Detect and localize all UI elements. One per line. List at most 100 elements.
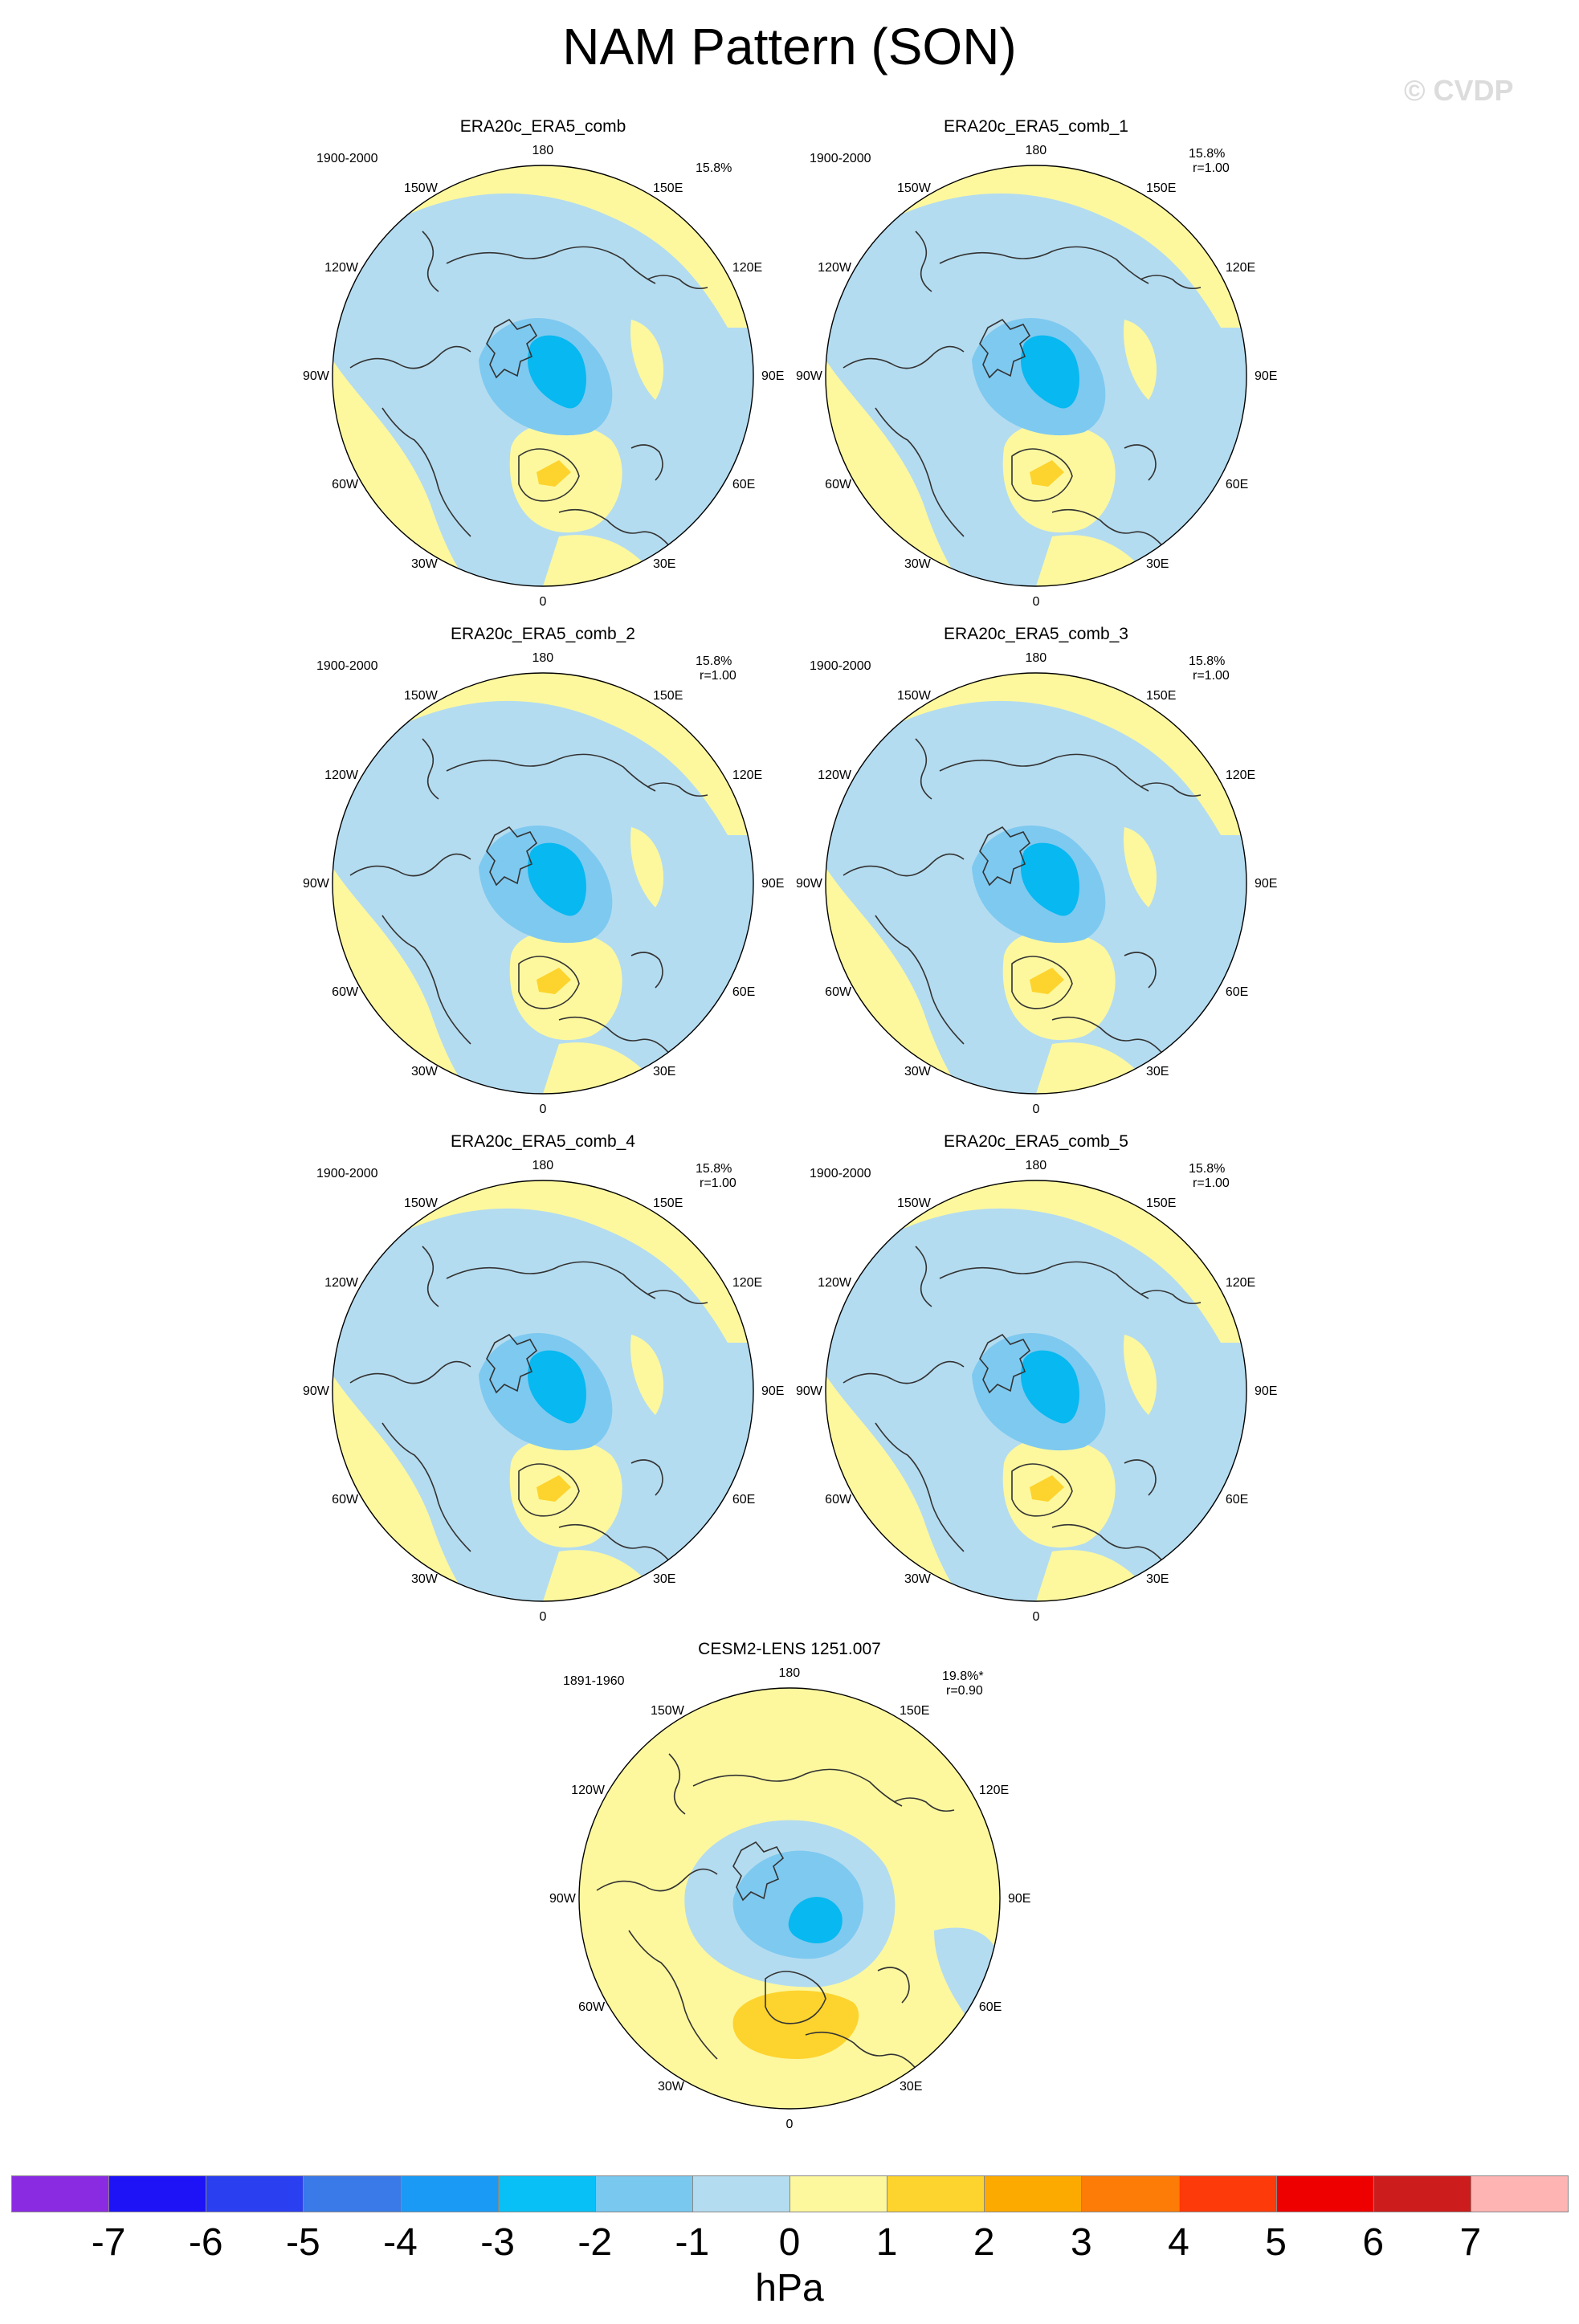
colorbar-box bbox=[692, 2175, 790, 2212]
longitude-label: 60E bbox=[978, 2000, 1002, 2014]
panel-correlation: r=1.00 bbox=[1193, 1176, 1230, 1190]
panel-title: ERA20c_ERA5_comb_5 bbox=[944, 1132, 1128, 1151]
longitude-label: 60E bbox=[1225, 478, 1249, 491]
longitude-label: 0 bbox=[1032, 595, 1040, 609]
map-panel: 180 150E 120E 90E 60E 30E 0 30W 60W 90W 120W 150W ER… bbox=[787, 625, 1285, 1140]
colorbar-box bbox=[400, 2175, 499, 2212]
longitude-label: 150E bbox=[653, 1197, 683, 1211]
longitude-label: 30W bbox=[411, 1572, 438, 1586]
map-panel: 180 150E 120E 90E 60E 30E 0 30W 60W 90W 120W 150W ER… bbox=[787, 1132, 1285, 1648]
panel-correlation: r=1.00 bbox=[700, 1176, 736, 1190]
longitude-label: 90E bbox=[761, 369, 785, 383]
longitude-label: 90W bbox=[796, 369, 822, 383]
colorbar-box bbox=[206, 2175, 304, 2212]
colorbar-tick-label: 6 bbox=[1362, 2221, 1385, 2264]
longitude-label: 120W bbox=[571, 1784, 605, 1797]
longitude-label: 30E bbox=[653, 1064, 676, 1078]
colorbar-tick-label: -7 bbox=[91, 2221, 126, 2264]
panel-period: 1900-2000 bbox=[316, 1167, 378, 1180]
longitude-label: 120W bbox=[324, 769, 358, 782]
colorbar-tick-label: -3 bbox=[480, 2221, 515, 2264]
colorbar-tick-label: 1 bbox=[875, 2221, 898, 2264]
colorbar-box bbox=[790, 2175, 888, 2212]
colorbar-tick-label: 3 bbox=[1071, 2221, 1092, 2264]
longitude-label: 30E bbox=[900, 2079, 923, 2094]
longitude-label: 0 bbox=[539, 1103, 547, 1116]
colorbar-tick-label: -6 bbox=[188, 2221, 223, 2264]
longitude-label: 30E bbox=[1146, 1572, 1169, 1586]
map-panel: 180 150E 120E 90E 60E 30E 0 30W 60W 90W 120W 150W ER… bbox=[294, 117, 792, 633]
longitude-label: 150E bbox=[1146, 1197, 1177, 1211]
polar-map bbox=[825, 1180, 1247, 1602]
map-panel: 180 150E 120E 90E 60E 30E 0 30W 60W 90W 120W 150W ER… bbox=[787, 117, 1285, 633]
longitude-label: 90W bbox=[303, 1384, 329, 1398]
colorbar-tick-label: 0 bbox=[778, 2221, 801, 2264]
colorbar-box bbox=[303, 2175, 402, 2212]
longitude-label: 60W bbox=[332, 985, 359, 999]
panel-variance: 15.8% bbox=[1189, 654, 1226, 668]
longitude-label: 120E bbox=[1225, 1276, 1256, 1290]
longitude-label: 30W bbox=[658, 2079, 684, 2094]
longitude-label: 90W bbox=[303, 877, 329, 891]
longitude-label: 180 bbox=[532, 1159, 554, 1172]
longitude-label: 150E bbox=[1146, 689, 1177, 703]
colorbar-units: hPa bbox=[755, 2267, 824, 2310]
longitude-label: 90W bbox=[303, 369, 329, 383]
panel-variance: 15.8% bbox=[696, 161, 732, 175]
longitude-label: 120W bbox=[324, 1276, 358, 1290]
panel-period: 1900-2000 bbox=[316, 659, 378, 673]
panel-title: ERA20c_ERA5_comb_3 bbox=[944, 625, 1128, 643]
longitude-label: 150E bbox=[653, 181, 683, 196]
longitude-label: 180 bbox=[1025, 651, 1047, 665]
copyright-watermark: © CVDP bbox=[1404, 74, 1514, 107]
longitude-label: 0 bbox=[785, 2118, 794, 2131]
longitude-label: 150W bbox=[404, 181, 438, 196]
longitude-label: 150W bbox=[897, 1197, 931, 1211]
longitude-label: 60W bbox=[332, 1493, 359, 1507]
map-panel: 180 150E 120E 90E 60E 30E 0 30W 60W 90W 120W 150W CE… bbox=[541, 1640, 1038, 2155]
longitude-label: 150W bbox=[404, 1197, 438, 1211]
colorbar-box bbox=[497, 2175, 596, 2212]
colorbar-tick-label: -2 bbox=[577, 2221, 613, 2264]
longitude-label: 90W bbox=[796, 1384, 822, 1398]
polar-map bbox=[332, 672, 754, 1095]
longitude-label: 180 bbox=[532, 144, 554, 157]
panel-variance: 15.8% bbox=[1189, 1162, 1226, 1176]
longitude-label: 180 bbox=[778, 1666, 801, 1680]
longitude-label: 120W bbox=[818, 1276, 851, 1290]
colorbar-box bbox=[1081, 2175, 1180, 2212]
longitude-label: 180 bbox=[1025, 1159, 1047, 1172]
longitude-label: 60E bbox=[1225, 1493, 1249, 1507]
longitude-label: 0 bbox=[539, 595, 547, 609]
longitude-label: 90E bbox=[1008, 1892, 1031, 1906]
panel-period: 1891-1960 bbox=[563, 1674, 625, 1688]
polar-map bbox=[578, 1687, 1001, 2110]
longitude-label: 90E bbox=[761, 1384, 785, 1398]
colorbar-tick-label: 5 bbox=[1265, 2221, 1287, 2264]
polar-map bbox=[825, 672, 1247, 1095]
map-panel: 180 150E 120E 90E 60E 30E 0 30W 60W 90W 120W 150W ER… bbox=[294, 625, 792, 1140]
longitude-label: 30W bbox=[904, 1064, 931, 1078]
figure-title: NAM Pattern (SON) bbox=[562, 18, 1017, 75]
longitude-label: 0 bbox=[539, 1610, 547, 1624]
longitude-label: 150E bbox=[900, 1704, 930, 1719]
longitude-label: 0 bbox=[1032, 1610, 1040, 1624]
panel-variance: 19.8%* bbox=[942, 1670, 984, 1683]
longitude-label: 150W bbox=[897, 181, 931, 196]
longitude-label: 120E bbox=[978, 1784, 1010, 1797]
longitude-label: 30E bbox=[1146, 557, 1169, 571]
colorbar-box bbox=[887, 2175, 985, 2212]
longitude-label: 150W bbox=[404, 689, 438, 703]
colorbar-box bbox=[1178, 2175, 1277, 2212]
longitude-label: 60E bbox=[1225, 985, 1249, 999]
longitude-label: 30W bbox=[904, 1572, 931, 1586]
longitude-label: 30E bbox=[653, 1572, 676, 1586]
panel-title: CESM2-LENS 1251.007 bbox=[698, 1640, 881, 1658]
longitude-label: 180 bbox=[532, 651, 554, 665]
longitude-label: 60W bbox=[578, 2000, 606, 2014]
colorbar-tick-label: -5 bbox=[286, 2221, 320, 2264]
longitude-label: 30E bbox=[1146, 1064, 1169, 1078]
longitude-label: 120E bbox=[732, 1276, 763, 1290]
longitude-label: 90E bbox=[761, 877, 785, 891]
longitude-label: 60W bbox=[332, 478, 359, 491]
